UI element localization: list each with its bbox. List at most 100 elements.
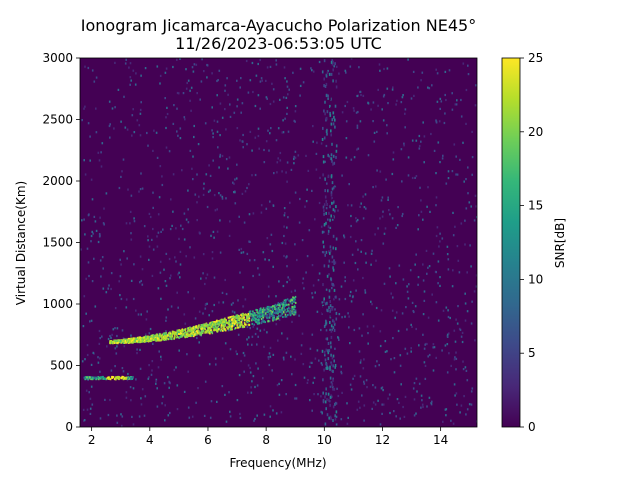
heatmap-cell [116,376,119,378]
heatmap-cell [88,376,91,379]
heatmap-cell [340,285,343,288]
heatmap-cell [275,295,277,298]
heatmap-cell [301,332,304,335]
heatmap-cell [89,159,91,162]
heatmap-cell [237,326,239,329]
heatmap-cell [446,343,449,346]
heatmap-cell [98,357,101,360]
heatmap-cell [144,333,147,336]
heatmap-cell [291,305,293,308]
heatmap-cell [312,140,314,143]
heatmap-cell [326,386,329,390]
heatmap-cell [127,377,129,380]
heatmap-cell [311,189,313,192]
x-tick-label: 2 [88,433,96,447]
heatmap-cell [444,70,447,73]
heatmap-cell [192,333,194,335]
heatmap-cell [177,306,179,309]
heatmap-cell [165,331,167,334]
heatmap-cell [325,207,328,210]
heatmap-cell [333,215,335,219]
heatmap-cell [160,358,162,361]
heatmap-cell [418,134,421,138]
heatmap-cell [210,329,212,332]
heatmap-cell [254,319,257,322]
heatmap-cell [91,69,94,72]
heatmap-cell [176,336,178,339]
heatmap-cell [318,272,321,275]
heatmap-cell [320,410,322,413]
heatmap-cell [168,386,170,389]
heatmap-cell [221,197,224,200]
heatmap-cell [90,178,93,181]
heatmap-cell [86,376,88,379]
heatmap-cell [86,344,89,347]
heatmap-cell [266,66,269,69]
heatmap-cell [274,307,276,310]
heatmap-cell [189,326,191,329]
heatmap-cell [470,205,472,208]
heatmap-cell [285,171,287,174]
heatmap-cell [272,319,274,322]
heatmap-cell [177,92,180,95]
heatmap-cell [439,107,441,110]
heatmap-cell [289,307,291,310]
heatmap-cell [421,399,423,402]
heatmap-cell [379,69,381,72]
heatmap-cell [238,319,241,322]
heatmap-cell [332,216,334,219]
heatmap-cell [383,67,385,71]
heatmap-cell [168,332,170,335]
heatmap-cell [361,394,363,397]
heatmap-cell [426,272,428,275]
heatmap-cell [159,74,162,77]
heatmap-cell [213,194,216,197]
heatmap-cell [87,377,89,380]
heatmap-cell [186,81,188,85]
heatmap-cell [209,189,211,192]
heatmap-cell [331,306,333,309]
heatmap-cell [260,307,262,310]
heatmap-cell [222,301,225,304]
heatmap-cell [328,155,331,158]
heatmap-cell [240,247,243,251]
heatmap-cell [262,316,265,319]
heatmap-cell [216,328,218,331]
heatmap-cell [135,337,137,340]
heatmap-cells [80,58,477,427]
heatmap-cell [175,260,177,263]
heatmap-cell [119,341,122,344]
heatmap-cell [332,377,334,380]
heatmap-cell [214,357,217,360]
heatmap-cell [321,312,323,315]
heatmap-cell [216,323,219,326]
heatmap-cell [274,318,276,321]
heatmap-cell [141,187,144,190]
heatmap-cell [332,234,335,238]
heatmap-cell [280,411,283,414]
colorbar-label: SNR[dB] [553,218,567,268]
heatmap-cell [195,326,197,329]
heatmap-cell [156,387,158,390]
heatmap-cell [202,329,205,332]
heatmap-cell [330,214,332,218]
heatmap-cell [277,303,279,306]
heatmap-cell [274,312,276,315]
heatmap-cell [169,277,171,280]
heatmap-cell [439,97,442,100]
heatmap-cell [176,384,179,387]
heatmap-cell [217,328,220,331]
heatmap-cell [461,340,464,344]
heatmap-cell [139,255,142,258]
heatmap-cell [116,334,118,338]
heatmap-cell [298,221,301,224]
heatmap-cell [210,234,212,237]
heatmap-cell [263,310,265,313]
heatmap-cell [410,350,412,353]
heatmap-cell [218,320,221,323]
heatmap-cell [471,156,474,159]
heatmap-cell [107,413,110,417]
heatmap-cell [205,173,208,176]
heatmap-cell [236,105,238,108]
heatmap-cell [467,192,469,195]
